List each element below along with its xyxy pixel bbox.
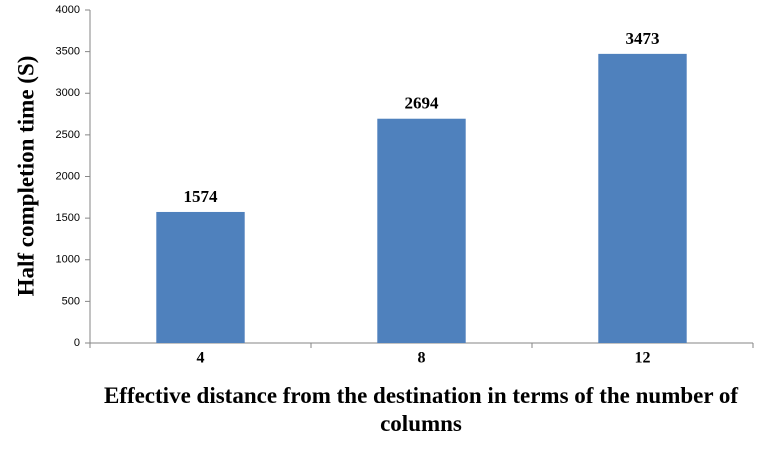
x-axis-title: Effective distance from the destination … xyxy=(103,383,739,436)
y-tick-label: 2500 xyxy=(56,129,80,141)
data-label: 3473 xyxy=(626,29,660,48)
y-tick-label: 3000 xyxy=(56,87,80,99)
data-label: 1574 xyxy=(184,187,219,206)
bar xyxy=(377,118,466,343)
x-tick-label: 12 xyxy=(635,350,651,367)
y-tick-label: 500 xyxy=(62,295,80,307)
data-label: 2694 xyxy=(405,94,440,113)
y-tick-label: 2000 xyxy=(56,170,80,182)
y-tick-label: 1000 xyxy=(56,254,80,266)
y-tick-label: 1500 xyxy=(56,212,80,224)
x-tick-label: 8 xyxy=(418,350,426,367)
y-tick-label: 4000 xyxy=(56,4,80,16)
x-tick-label: 4 xyxy=(197,350,205,367)
bar xyxy=(156,211,245,343)
y-tick-label: 3500 xyxy=(56,46,80,58)
y-tick-label: 0 xyxy=(74,337,80,349)
bar xyxy=(598,53,687,344)
y-axis-title: Half completion time (S) xyxy=(13,56,38,297)
